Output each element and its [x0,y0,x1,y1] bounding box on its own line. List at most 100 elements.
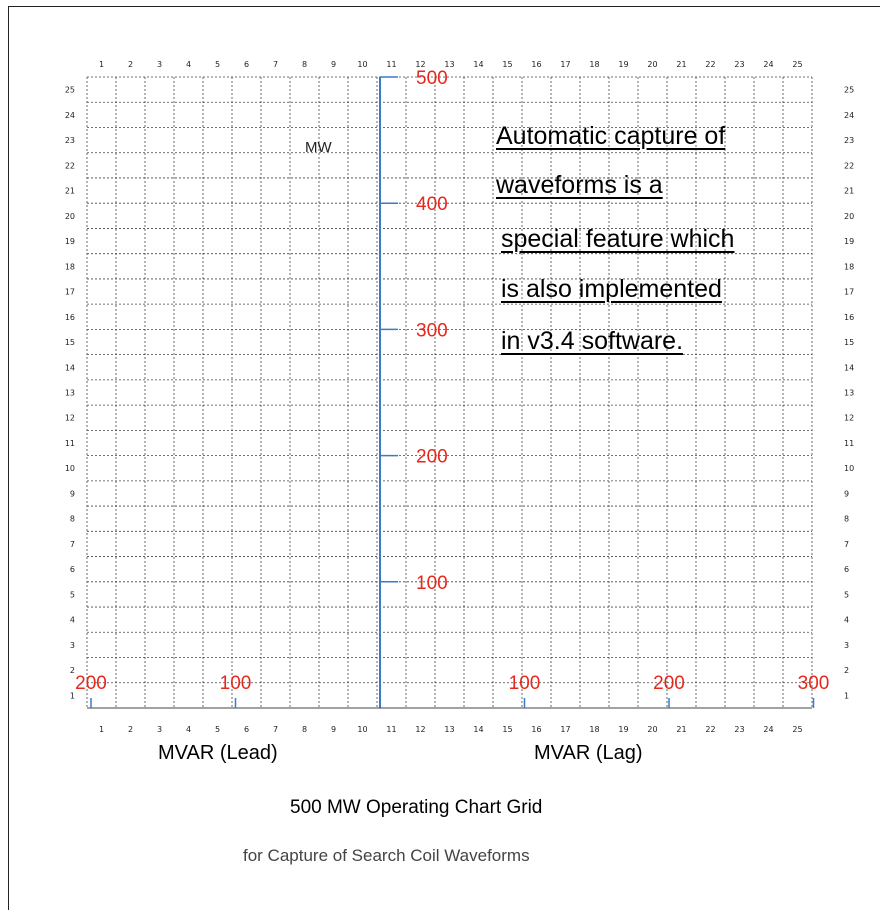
row-number-label: 14 [65,363,75,372]
column-number-label: 18 [589,60,599,69]
annotation-line-4: is also implemented [501,275,722,303]
row-number-label: 24 [65,111,75,120]
chart-title: 500 MW Operating Chart Grid [290,797,543,818]
column-number-label: 4 [186,725,191,734]
column-number-label: 6 [244,60,249,69]
mvar-lead-label: MVAR (Lead) [158,742,278,764]
column-number-label: 10 [357,725,367,734]
mw-tick-label: 400 [416,194,448,215]
row-number-label: 4 [70,616,75,625]
column-number-label: 2 [128,60,133,69]
row-number-label: 5 [844,590,849,599]
mw-tick-label: 300 [416,320,448,341]
column-number-label: 12 [415,60,425,69]
mvar-tick-label: 300 [798,673,830,694]
row-number-label: 1 [844,691,849,700]
column-number-label: 8 [302,60,307,69]
column-number-label: 8 [302,725,307,734]
column-number-label: 3 [157,60,162,69]
row-number-label: 7 [70,540,75,549]
column-number-label: 16 [531,60,541,69]
row-number-label: 10 [65,464,75,473]
column-number-label: 10 [357,60,367,69]
row-number-label: 20 [844,212,854,221]
row-number-label: 4 [844,616,849,625]
column-number-labels: 1122334455667788991010111112121313141415… [99,60,803,734]
column-number-label: 16 [531,725,541,734]
row-number-label: 25 [844,86,854,95]
annotation-line-3: special feature which [501,225,735,253]
row-number-label: 15 [844,338,854,347]
row-number-label: 13 [65,389,75,398]
row-number-label: 6 [844,565,849,574]
column-number-label: 13 [444,60,454,69]
column-number-label: 4 [186,60,191,69]
mvar-tick-label: 200 [653,673,685,694]
column-number-label: 20 [647,725,657,734]
column-number-label: 19 [618,725,628,734]
annotation-line-2: waveforms is a [496,171,663,199]
row-number-label: 6 [70,565,75,574]
row-number-label: 14 [844,363,854,372]
mw-tick-label: 200 [416,447,448,468]
mvar-lag-label: MVAR (Lag) [534,742,643,764]
column-number-label: 22 [705,725,715,734]
grid-lines [86,76,813,709]
row-number-label: 16 [844,313,854,322]
column-number-label: 11 [386,60,396,69]
row-number-label: 21 [844,187,854,196]
row-number-label: 23 [65,136,75,145]
row-number-label: 5 [70,590,75,599]
row-number-label: 16 [65,313,75,322]
row-number-label: 3 [844,641,849,650]
row-number-label: 1 [70,691,75,700]
mw-axis-label: MW [305,139,332,156]
mvar-tick-label: 200 [75,673,107,694]
column-number-label: 24 [763,60,773,69]
row-number-label: 7 [844,540,849,549]
column-number-label: 22 [705,60,715,69]
column-number-label: 25 [792,60,802,69]
column-number-label: 13 [444,725,454,734]
column-number-label: 12 [415,725,425,734]
row-number-label: 20 [65,212,75,221]
column-number-label: 9 [331,60,336,69]
row-number-label: 8 [70,515,75,524]
row-number-label: 24 [844,111,854,120]
row-number-label: 19 [65,237,75,246]
mw-tick-labels: 100 200 300 400 500 [380,68,448,594]
column-number-label: 11 [386,725,396,734]
page-frame [8,6,880,910]
row-number-label: 19 [844,237,854,246]
row-number-label: 15 [65,338,75,347]
row-number-label: 25 [65,86,75,95]
column-number-label: 14 [473,60,483,69]
row-number-label: 13 [844,389,854,398]
row-number-label: 18 [844,262,854,271]
mvar-tick-label: 100 [220,673,252,694]
row-number-label: 3 [70,641,75,650]
row-number-label: 12 [65,414,75,423]
annotation-line-1: Automatic capture of [496,122,726,150]
mw-tick-label: 100 [416,573,448,594]
column-number-label: 5 [215,60,220,69]
column-number-label: 23 [734,60,744,69]
row-number-label: 11 [65,439,75,448]
row-number-label: 9 [70,489,75,498]
row-number-label: 17 [65,288,75,297]
row-number-label: 22 [65,161,75,170]
column-number-label: 1 [99,60,104,69]
row-number-label: 12 [844,414,854,423]
column-number-label: 6 [244,725,249,734]
column-number-label: 7 [273,725,278,734]
column-number-label: 24 [763,725,773,734]
column-number-label: 19 [618,60,628,69]
column-number-label: 15 [502,725,512,734]
chart-subtitle: for Capture of Search Coil Waveforms [243,846,530,865]
mvar-tick-labels: 200 100 100 200 300 [75,673,829,708]
column-number-label: 21 [676,60,686,69]
column-number-label: 14 [473,725,483,734]
column-number-label: 3 [157,725,162,734]
